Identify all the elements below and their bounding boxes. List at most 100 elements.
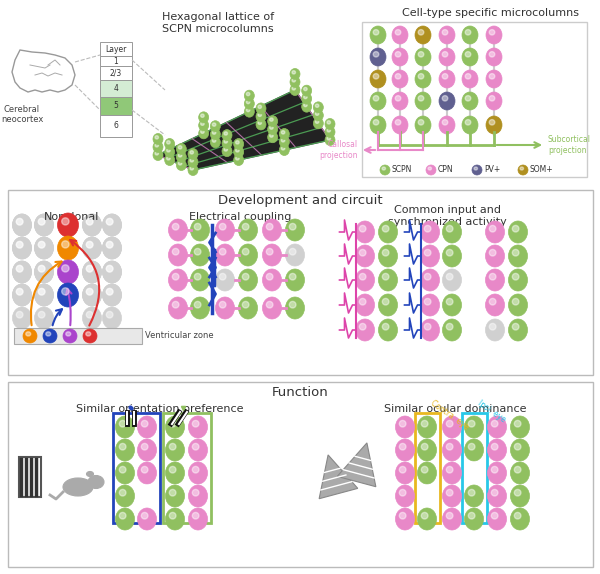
- Ellipse shape: [395, 119, 401, 125]
- Ellipse shape: [395, 73, 401, 79]
- Ellipse shape: [188, 439, 208, 461]
- Ellipse shape: [188, 508, 208, 530]
- Ellipse shape: [239, 244, 257, 266]
- Ellipse shape: [489, 298, 496, 305]
- Ellipse shape: [16, 288, 23, 295]
- Ellipse shape: [462, 92, 478, 110]
- Text: SOM+: SOM+: [530, 165, 554, 174]
- Ellipse shape: [192, 513, 199, 519]
- Ellipse shape: [487, 485, 506, 507]
- Ellipse shape: [236, 149, 239, 152]
- Ellipse shape: [313, 118, 323, 129]
- Ellipse shape: [289, 273, 296, 280]
- Ellipse shape: [509, 245, 527, 267]
- Ellipse shape: [465, 96, 471, 101]
- Ellipse shape: [491, 443, 498, 450]
- Ellipse shape: [115, 439, 134, 461]
- Ellipse shape: [489, 273, 496, 280]
- Ellipse shape: [239, 269, 257, 291]
- Ellipse shape: [83, 307, 101, 329]
- Ellipse shape: [421, 269, 439, 291]
- Ellipse shape: [103, 284, 121, 306]
- Ellipse shape: [16, 218, 23, 225]
- Ellipse shape: [485, 245, 505, 267]
- Ellipse shape: [395, 462, 415, 484]
- Ellipse shape: [233, 138, 244, 149]
- Ellipse shape: [86, 265, 93, 272]
- Ellipse shape: [220, 273, 226, 280]
- Ellipse shape: [35, 261, 53, 283]
- Ellipse shape: [16, 218, 23, 225]
- Ellipse shape: [142, 513, 148, 519]
- Text: Development and circuit: Development and circuit: [218, 194, 382, 207]
- Ellipse shape: [190, 158, 193, 162]
- Ellipse shape: [373, 96, 379, 101]
- Ellipse shape: [169, 490, 176, 496]
- Ellipse shape: [86, 265, 93, 272]
- Ellipse shape: [176, 144, 187, 154]
- Ellipse shape: [46, 332, 50, 336]
- Ellipse shape: [192, 420, 199, 427]
- Ellipse shape: [222, 138, 232, 149]
- Ellipse shape: [355, 319, 374, 341]
- Ellipse shape: [35, 307, 53, 329]
- Ellipse shape: [16, 242, 23, 248]
- Ellipse shape: [468, 490, 475, 496]
- Ellipse shape: [13, 284, 32, 306]
- Bar: [100, 80, 132, 97]
- Ellipse shape: [415, 26, 431, 44]
- Ellipse shape: [167, 149, 170, 152]
- Ellipse shape: [485, 221, 505, 243]
- Ellipse shape: [191, 297, 209, 319]
- Ellipse shape: [304, 87, 307, 91]
- Ellipse shape: [26, 332, 31, 336]
- Ellipse shape: [176, 160, 187, 170]
- Ellipse shape: [188, 416, 208, 438]
- Ellipse shape: [472, 165, 482, 175]
- Ellipse shape: [474, 167, 478, 170]
- Text: CPN: CPN: [438, 165, 454, 174]
- Ellipse shape: [359, 249, 366, 256]
- Ellipse shape: [392, 70, 408, 88]
- Ellipse shape: [395, 416, 415, 438]
- Ellipse shape: [395, 508, 415, 530]
- Ellipse shape: [142, 467, 148, 473]
- Ellipse shape: [289, 223, 296, 230]
- Ellipse shape: [462, 116, 478, 134]
- Ellipse shape: [514, 513, 521, 519]
- Ellipse shape: [464, 416, 484, 438]
- Text: 2/3: 2/3: [110, 68, 122, 77]
- Text: Function: Function: [272, 386, 328, 399]
- Ellipse shape: [280, 137, 289, 148]
- Ellipse shape: [424, 323, 431, 330]
- Ellipse shape: [106, 242, 113, 248]
- Ellipse shape: [200, 114, 204, 117]
- Ellipse shape: [281, 131, 285, 134]
- Ellipse shape: [13, 261, 32, 283]
- Ellipse shape: [268, 116, 278, 127]
- Ellipse shape: [38, 242, 45, 248]
- Ellipse shape: [439, 70, 455, 88]
- Ellipse shape: [446, 513, 453, 519]
- Ellipse shape: [325, 134, 335, 145]
- Ellipse shape: [106, 218, 113, 225]
- Ellipse shape: [509, 294, 527, 316]
- Ellipse shape: [355, 294, 374, 316]
- Ellipse shape: [424, 226, 431, 232]
- Text: SCPN: SCPN: [392, 165, 412, 174]
- Ellipse shape: [514, 443, 521, 450]
- Ellipse shape: [188, 157, 198, 168]
- Ellipse shape: [164, 154, 175, 165]
- Ellipse shape: [370, 48, 386, 66]
- Ellipse shape: [485, 319, 505, 341]
- Ellipse shape: [486, 70, 502, 88]
- Ellipse shape: [290, 76, 300, 87]
- Ellipse shape: [392, 92, 408, 110]
- Ellipse shape: [487, 462, 506, 484]
- Bar: [415, 413, 439, 523]
- Ellipse shape: [169, 420, 176, 427]
- Ellipse shape: [511, 416, 530, 438]
- Ellipse shape: [511, 439, 530, 461]
- Ellipse shape: [400, 443, 406, 450]
- Ellipse shape: [142, 490, 148, 496]
